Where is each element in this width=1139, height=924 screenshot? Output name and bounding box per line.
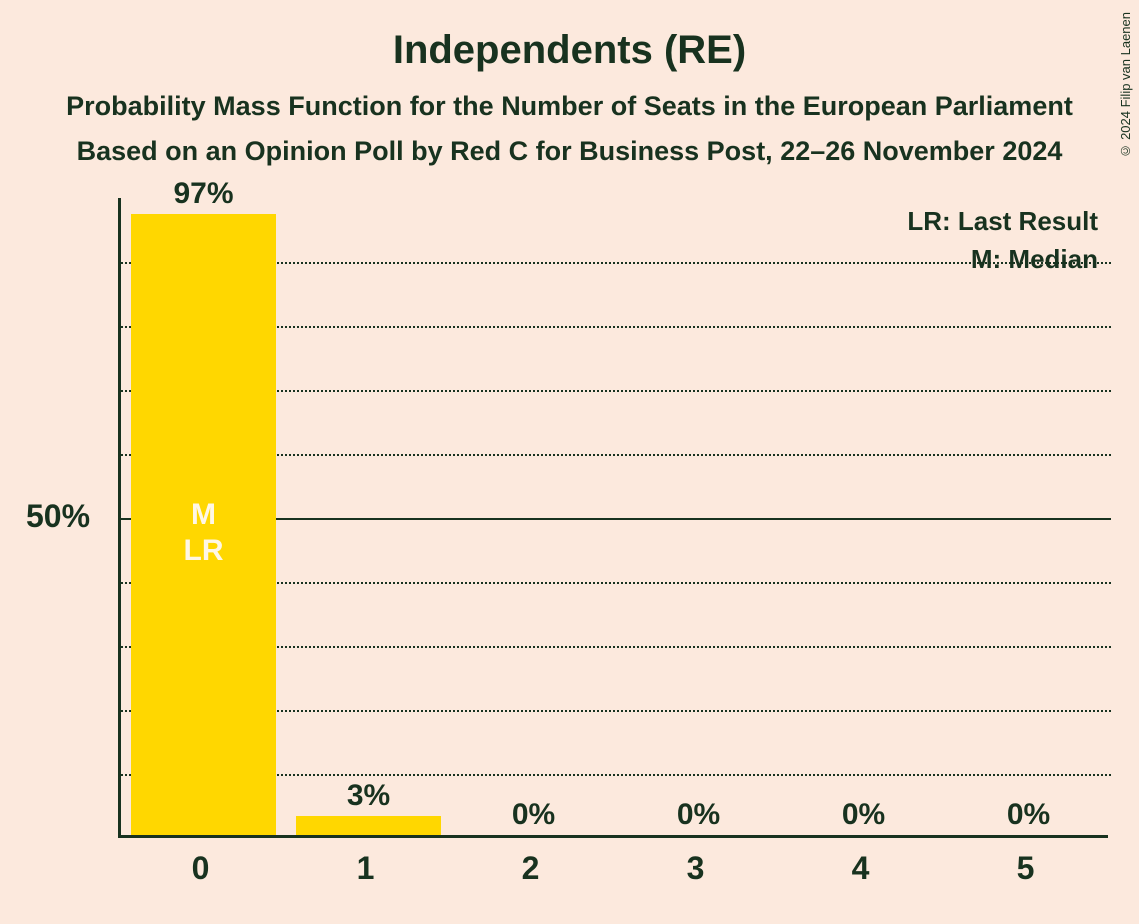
x-axis-label: 4 (778, 850, 943, 887)
bar-value-label: 0% (616, 798, 781, 832)
bar-value-label: 97% (121, 177, 286, 211)
chart-title: Independents (RE) (0, 0, 1139, 73)
bar-value-label: 3% (286, 779, 451, 813)
copyright-text: © 2024 Filip van Laenen (1118, 12, 1133, 159)
y-axis-label: 50% (26, 498, 90, 535)
x-axis-label: 3 (613, 850, 778, 887)
legend-lr: LR: Last Result (907, 206, 1098, 237)
bar-value-label: 0% (946, 798, 1111, 832)
bar-value-label: 0% (451, 798, 616, 832)
chart-subtitle-1: Probability Mass Function for the Number… (0, 73, 1139, 122)
bar-value-label: 0% (781, 798, 946, 832)
bar-annotation: M (121, 498, 286, 532)
x-axis-label: 0 (118, 850, 283, 887)
chart-subtitle-2: Based on an Opinion Poll by Red C for Bu… (0, 122, 1139, 167)
x-axis-label: 2 (448, 850, 613, 887)
x-axis-label: 5 (943, 850, 1108, 887)
bar (296, 816, 441, 835)
bar-annotation: LR (121, 534, 286, 568)
x-axis-label: 1 (283, 850, 448, 887)
plot-region: 97%3%0%0%0%0%MLR (118, 198, 1108, 838)
legend-m: M: Median (971, 244, 1098, 275)
chart-area: 97%3%0%0%0%0%MLR 50% LR: Last Result M: … (118, 198, 1108, 838)
